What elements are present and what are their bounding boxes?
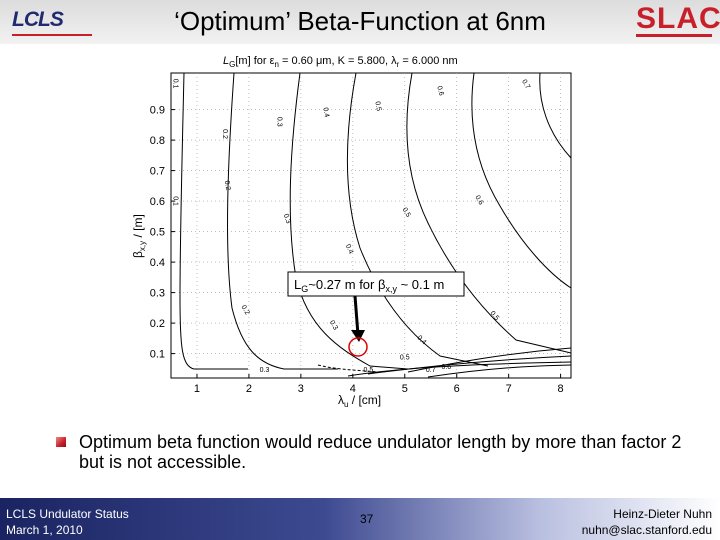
slac-logo: SLAC: [636, 2, 720, 40]
contour-line: [471, 72, 572, 289]
y-tick-label: 0.2: [150, 318, 165, 330]
contour-label: 0.2: [221, 129, 228, 139]
slide-footer: LCLS Undulator Status March 1, 2010: [0, 498, 720, 540]
y-tick-label: 0.7: [150, 166, 165, 178]
contour-label: 0.4: [321, 107, 330, 118]
footer-date: March 1, 2010: [6, 523, 83, 537]
contour-label: 0.4: [344, 243, 355, 255]
x-tick-label: 6: [454, 383, 460, 395]
contour-label: 0.7: [426, 367, 436, 374]
contour-line: [367, 355, 572, 375]
contour-label: 0.5: [488, 310, 500, 322]
contour-label: 0.6: [473, 194, 484, 206]
contour-lines: [179, 72, 572, 378]
annotation-arrowhead: [351, 330, 365, 342]
x-tick-label: 1: [194, 383, 200, 395]
contour-line: [406, 72, 572, 354]
y-axis-label: βx,y / [m]: [131, 214, 147, 258]
slac-logo-text: SLAC: [636, 2, 720, 35]
x-tick-label: 5: [402, 383, 408, 395]
annotation-arrow: [353, 295, 360, 336]
annotation-text: LG~0.27 m for βx,y ~ 0.1 m: [294, 277, 444, 294]
x-tick-label: 7: [506, 383, 512, 395]
contour-line: [347, 361, 572, 377]
page-number: 37: [360, 512, 374, 526]
optimum-marker: [348, 337, 368, 357]
contour-label: 0.2: [223, 180, 232, 191]
lcls-logo: LCLS: [12, 8, 94, 38]
contour-labels: 0.1 0.2 0.3 0.4 0.5 0.6 0.7 0.1 0.2 0.3 0.4 0.5 0.6 0…: [172, 78, 531, 373]
x-tick-label: 3: [298, 383, 304, 395]
axis-ticks: 1 2 3 4 5 6 7 8 0.1 0.2 0.3 0.4 0.5 0.6 0.7 0.8 0.9: [150, 105, 564, 395]
contour-label: 0.5: [364, 367, 374, 374]
contour-label: 0.6: [441, 364, 451, 371]
contour-line: [227, 72, 338, 370]
x-tick-label: 8: [558, 383, 564, 395]
contour-label: 0.3: [282, 213, 292, 225]
contour-label: 0.7: [520, 78, 531, 90]
contour-label: 0.5: [400, 355, 410, 362]
contour-label: 0.2: [240, 304, 251, 316]
contour-plot-svg: 0.1 0.2 0.3 0.4 0.5 0.6 0.7 0.1 0.2 0.3 0.4 0.5 0.6 0…: [131, 55, 572, 409]
footer-author: Heinz-Dieter Nuhn: [613, 507, 712, 521]
lcls-logo-underline: [12, 34, 92, 36]
contour-line: [346, 72, 489, 367]
y-tick-label: 0.9: [150, 105, 165, 117]
contour-label: 0.4: [415, 334, 427, 346]
x-tick-label: 4: [350, 383, 356, 395]
lcls-logo-text: LCLS: [12, 8, 64, 31]
contour-line: [407, 347, 572, 373]
bullet-text: Optimum beta function would reduce undul…: [79, 432, 682, 472]
y-tick-label: 0.1: [150, 349, 165, 361]
y-tick-label: 0.5: [150, 227, 165, 239]
contour-label: 0.3: [260, 367, 270, 374]
y-tick-label: 0.3: [150, 288, 165, 300]
y-tick-label: 0.6: [150, 196, 165, 208]
contour-label: 0.1: [172, 196, 179, 206]
contour-plot: 0.1 0.2 0.3 0.4 0.5 0.6 0.7 0.1 0.2 0.3 0.4 0.5 0.6 0…: [108, 48, 594, 414]
contour-line: [427, 364, 572, 378]
bullet-marker: [56, 437, 66, 447]
contour-label: 0.5: [401, 207, 412, 219]
contour-label: 0.1: [172, 79, 179, 89]
x-axis-label: λu / [cm]: [338, 393, 381, 409]
contour-label: 0.3: [328, 319, 339, 331]
plot-axes-frame: [170, 72, 572, 379]
y-tick-label: 0.4: [150, 257, 165, 269]
contour-line: [539, 72, 572, 159]
grid-layer: [171, 73, 571, 378]
y-tick-label: 0.8: [150, 135, 165, 147]
footer-left: LCLS Undulator Status March 1, 2010: [6, 506, 129, 538]
contour-label: 0.6: [435, 85, 444, 96]
contour-line: [289, 72, 409, 370]
contour-line: [317, 364, 379, 373]
contour-label: 0.3: [275, 117, 282, 127]
contour-line: [179, 72, 248, 370]
plot-title: LG[m] for εn = 0.60 μm, K = 5.800, λr = …: [223, 55, 458, 69]
annotation-box: [287, 271, 465, 297]
footer-email: nuhn@slac.stanford.edu: [581, 523, 712, 537]
slac-logo-underline: [636, 34, 712, 37]
x-tick-label: 2: [246, 383, 252, 395]
contour-label: 0.5: [373, 101, 382, 112]
footer-right: Heinz-Dieter Nuhn nuhn@slac.stanford.edu: [582, 506, 712, 538]
slide-header: LCLS ‘Optimum’ Beta-Function at 6nm SLAC: [0, 0, 720, 44]
slide-title: ‘Optimum’ Beta-Function at 6nm: [174, 6, 546, 36]
footer-event: LCLS Undulator Status: [6, 507, 129, 521]
